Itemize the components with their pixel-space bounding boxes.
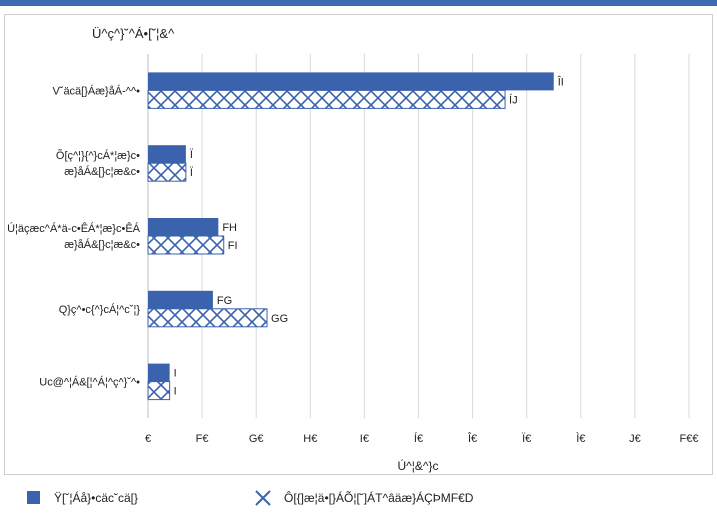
bar-series-1 bbox=[148, 363, 170, 382]
category-label: V˘äcä[}Áæ}åÁ-^^• bbox=[52, 84, 140, 97]
chart-title: Ü^ç^}˘^Á•[˘¦&^ bbox=[92, 26, 175, 41]
category-label: Q}ç^•c{^}cÁ¦^c˘¦} bbox=[59, 303, 141, 316]
category-labels: V˘äcä[}Áæ}åÁ-^^• Õ[ç^¦}{^}cÁ*¦æ}c• æ}åÁ&[}… bbox=[7, 84, 141, 388]
data-label: FI bbox=[228, 240, 238, 252]
x-tick-label: G€ bbox=[249, 433, 264, 445]
bar-series-2 bbox=[147, 162, 187, 182]
legend-label-series-2: Ô[{]æ¦ä•[}ÁÕ¦[˘]ÁT^âäæ}ÁÇÞMF€D bbox=[284, 490, 474, 505]
bar-series-2 bbox=[147, 308, 268, 328]
category-label: Õ[ç^¦}{^}cÁ*¦æ}c• bbox=[56, 149, 140, 162]
legend: Ÿ[˘¦Áå}•cäc˘cä[} Ô[{]æ¦ä•[}ÁÕ¦[˘]ÁT^âäæ}… bbox=[0, 480, 717, 514]
bar-series-2 bbox=[147, 381, 171, 401]
bar-series-2 bbox=[147, 235, 225, 255]
x-tick-label: Î€ bbox=[467, 432, 477, 445]
bar-series-1 bbox=[148, 72, 554, 91]
data-label: ÎI bbox=[557, 75, 564, 88]
bar-series-1 bbox=[148, 145, 186, 164]
x-tick-label: J€ bbox=[629, 433, 641, 445]
x-axis-label: Ú^¦&^}c bbox=[397, 458, 438, 473]
legend-swatch-solid bbox=[27, 491, 40, 504]
x-tick-label: € bbox=[145, 433, 151, 445]
data-label: FG bbox=[217, 295, 232, 307]
data-label: ÍJ bbox=[509, 93, 518, 106]
x-tick-label: F€ bbox=[196, 433, 209, 445]
data-label: Ï bbox=[190, 167, 194, 179]
data-label: I bbox=[174, 368, 177, 380]
category-label: Uc@^¦Á&[¦^Á¦^ç^}˘^• bbox=[39, 376, 140, 389]
top-accent-bar bbox=[0, 0, 717, 6]
bar-series-2 bbox=[147, 89, 506, 109]
bars: ÎI ÍJ ÏÏ FH FI FG GG II bbox=[147, 72, 564, 401]
legend-swatch-hatched bbox=[255, 490, 271, 506]
x-tick-label: Ì€ bbox=[576, 432, 585, 445]
bar-series-1 bbox=[148, 290, 213, 309]
x-tick-label: Í€ bbox=[414, 432, 423, 445]
category-label: æ}åÁ&[}c¦æ&c• bbox=[64, 238, 140, 251]
category-label: Ú¦äçæc^Á*ä-c•ÊÁ*¦æ}c•ÊÁ bbox=[7, 222, 141, 235]
bar-series-1 bbox=[148, 218, 219, 236]
x-tick-label: Ï€ bbox=[522, 433, 531, 445]
data-label: Ï bbox=[190, 149, 194, 161]
data-label: I bbox=[174, 386, 177, 398]
data-label: GG bbox=[271, 313, 288, 325]
legend-label-series-1: Ÿ[˘¦Áå}•cäc˘cä[} bbox=[54, 490, 138, 505]
category-label: æ}åÁ&[}c¦æ&c• bbox=[64, 165, 140, 178]
x-tick-label: H€ bbox=[303, 433, 317, 445]
data-label: FH bbox=[222, 222, 237, 234]
x-tick-labels: € F€ G€ H€ I€ Í€ Î€ Ï€ Ì€ J€ F€€ bbox=[145, 432, 699, 445]
x-tick-label: I€ bbox=[360, 433, 369, 445]
x-tick-label: F€€ bbox=[680, 433, 699, 445]
